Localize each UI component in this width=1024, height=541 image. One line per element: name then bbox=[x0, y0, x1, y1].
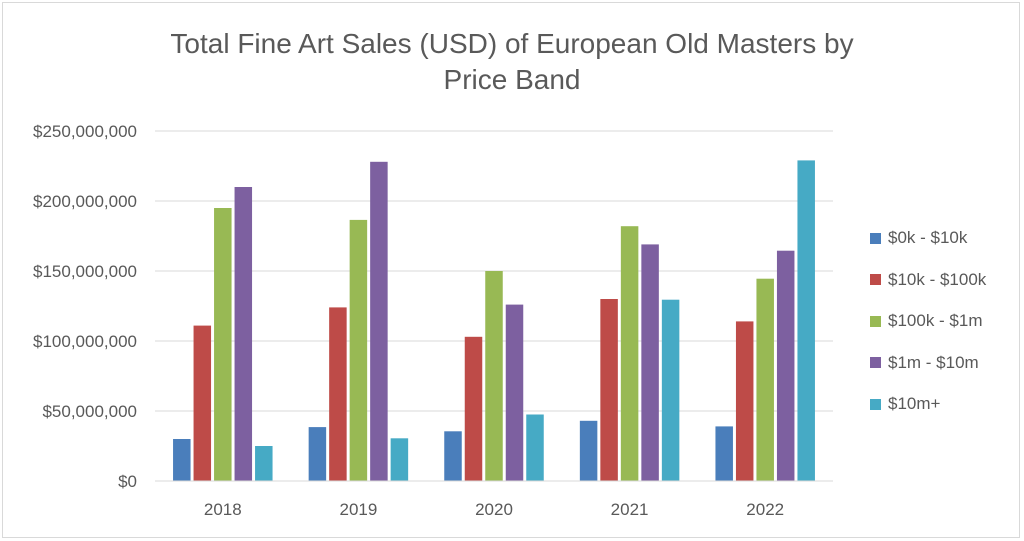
bar-2022-series-0 bbox=[715, 426, 733, 481]
bar-2020-series-0 bbox=[444, 431, 462, 481]
bar-2020-series-2 bbox=[485, 271, 503, 481]
y-tick-label: $200,000,000 bbox=[33, 192, 137, 211]
bars bbox=[173, 160, 815, 482]
bar-2018-series-2 bbox=[214, 208, 232, 481]
bar-2018-series-0 bbox=[173, 439, 191, 481]
bar-2018-series-3 bbox=[234, 187, 253, 481]
bar-2019-series-4 bbox=[390, 438, 409, 481]
bar-2021-series-0 bbox=[579, 420, 598, 481]
legend-label: $1m - $10m bbox=[888, 352, 979, 372]
x-tick-label: 2022 bbox=[746, 500, 784, 519]
bar-2018-series-4 bbox=[255, 446, 273, 481]
bar-2018-series-1 bbox=[193, 325, 212, 481]
bar-2022-series-1 bbox=[735, 321, 754, 481]
legend: $0k - $10k $10k - $100k $100k - $1m $1m - $… bbox=[870, 228, 1020, 436]
bar-2022-series-4 bbox=[797, 160, 815, 481]
bar-2021-series-2 bbox=[620, 226, 639, 481]
legend-swatch bbox=[870, 398, 881, 410]
bar-2021-series-3 bbox=[641, 244, 659, 481]
legend-item: $0k - $10k bbox=[870, 228, 1020, 248]
legend-swatch bbox=[870, 232, 881, 244]
legend-item: $10m+ bbox=[870, 394, 1020, 414]
bar-2019-series-0 bbox=[308, 427, 327, 481]
x-tick-label: 2019 bbox=[339, 500, 377, 519]
legend-label: $0k - $10k bbox=[888, 228, 968, 247]
legend-swatch bbox=[870, 357, 881, 369]
x-tick-label: 2021 bbox=[611, 500, 649, 519]
bar-2019-series-1 bbox=[329, 307, 347, 481]
bar-2022-series-3 bbox=[776, 250, 795, 481]
bar-2020-series-4 bbox=[526, 414, 544, 481]
legend-item: $10k - $100k bbox=[870, 270, 1020, 290]
y-tick-label: $100,000,000 bbox=[33, 332, 137, 351]
legend-label: $10k - $100k bbox=[888, 269, 987, 289]
x-tick-label: 2018 bbox=[204, 500, 242, 519]
bar-2019-series-3 bbox=[370, 161, 388, 482]
legend-label: $100k - $1m bbox=[888, 311, 983, 331]
legend-label: $10m+ bbox=[888, 394, 941, 414]
y-tick-label: $150,000,000 bbox=[33, 262, 137, 281]
chart-title: Total Fine Art Sales (USD) of European O… bbox=[170, 28, 854, 95]
y-tick-label: $250,000,000 bbox=[33, 122, 137, 141]
x-tick-label: 2020 bbox=[475, 500, 513, 519]
x-axis-ticks: 2018 2019 2020 2021 2022 bbox=[204, 500, 784, 519]
bar-2020-series-3 bbox=[505, 304, 524, 481]
bar-2020-series-1 bbox=[464, 336, 483, 481]
legend-item: $1m - $10m bbox=[870, 353, 1020, 373]
y-tick-label: $50,000,000 bbox=[42, 402, 137, 421]
legend-item: $100k - $1m bbox=[870, 311, 1020, 331]
y-axis-ticks: $0 $50,000,000 $100,000,000 $150,000,000 $20… bbox=[33, 122, 137, 491]
legend-swatch bbox=[870, 315, 881, 327]
bar-2022-series-2 bbox=[756, 278, 774, 481]
bar-2021-series-4 bbox=[661, 299, 680, 481]
y-tick-label: $0 bbox=[118, 472, 137, 491]
bar-2019-series-2 bbox=[349, 219, 368, 481]
bar-2021-series-1 bbox=[600, 299, 618, 481]
legend-swatch bbox=[870, 274, 881, 286]
